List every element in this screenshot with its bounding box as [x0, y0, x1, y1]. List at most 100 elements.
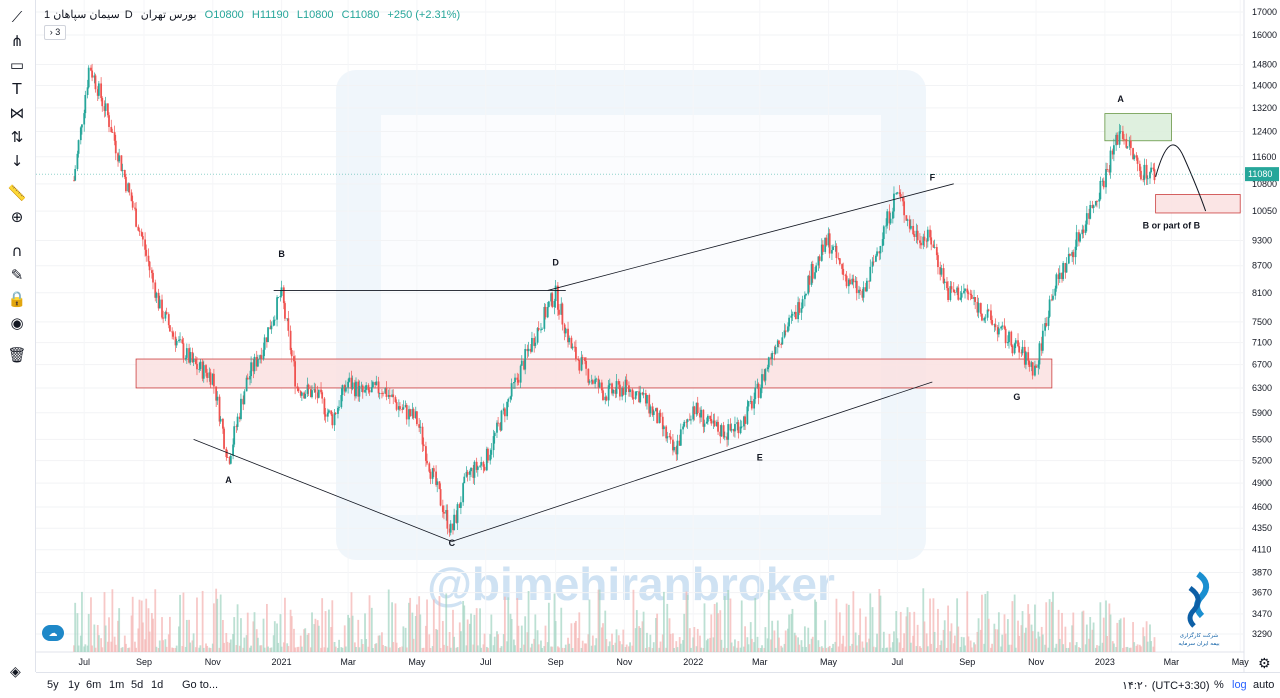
candle-body [828, 233, 831, 254]
candle-body [489, 454, 492, 461]
volume-bar [286, 643, 289, 652]
candle-body [405, 405, 408, 420]
eye-icon[interactable]: ◉ [10, 314, 24, 332]
magnet-icon[interactable]: ∩ [11, 242, 23, 260]
goto-button[interactable]: Go to... [182, 679, 219, 691]
volume-bar [381, 632, 383, 652]
volume-bar [631, 645, 634, 652]
volume-bar [259, 645, 262, 652]
price-chart[interactable]: @bimehiranbroker 17000 16000 14800 14000 1320… [36, 0, 1280, 672]
candle-body [577, 358, 580, 361]
volume-bar [490, 614, 493, 652]
series-toggle-button[interactable]: › 3 [44, 25, 66, 40]
gear-icon[interactable]: ⚙ [1258, 656, 1271, 672]
lock-pencil-icon[interactable]: ✎ [10, 266, 24, 284]
range-6m[interactable]: 6m [86, 679, 102, 691]
candle-body [1048, 299, 1051, 317]
candle-body [1152, 167, 1155, 170]
auto-toggle[interactable]: auto [1253, 679, 1275, 691]
zoom-icon[interactable]: ⊕ [10, 208, 24, 226]
trash-icon[interactable]: 🗑 [7, 346, 27, 364]
arrow-down-icon[interactable]: ↓ [10, 152, 24, 170]
volume-bar [604, 610, 607, 652]
last-price-tag [1245, 167, 1279, 182]
volume-bar [556, 646, 559, 652]
volume-bar [375, 643, 378, 652]
pattern-icon[interactable]: ⋈ [9, 104, 25, 122]
pitchfork-icon[interactable]: ⋔ [10, 32, 24, 50]
volume-bar [757, 647, 760, 652]
volume-bar [763, 647, 766, 652]
candle-body [280, 287, 283, 296]
volume-bar [805, 647, 807, 652]
candle-body [1010, 331, 1013, 346]
range-1m[interactable]: 1m [109, 679, 125, 691]
wave-label: A [225, 475, 232, 485]
candle-body [243, 391, 246, 405]
volume-bar [869, 593, 872, 652]
candle-body [1075, 232, 1078, 247]
candle-body [716, 421, 718, 427]
candle-body [1146, 178, 1149, 180]
trend-line-icon[interactable]: ⟋ [11, 8, 23, 26]
last-price-label: 11080 [1248, 169, 1272, 179]
volume-bar [422, 647, 425, 652]
candle-body [842, 268, 845, 275]
ruler-icon[interactable]: 📏 [7, 184, 27, 202]
volume-bar [739, 647, 742, 652]
forecast-icon[interactable]: ⇅ [10, 128, 24, 146]
rectangle-icon[interactable]: ▭ [9, 56, 25, 74]
candle-body [277, 297, 280, 298]
percent-toggle[interactable]: % [1214, 679, 1224, 691]
candle-body [608, 383, 611, 386]
candle-body [818, 256, 821, 261]
candle-body [140, 231, 143, 237]
cloud-icon[interactable]: ☁ [42, 625, 64, 641]
volume-bar [919, 646, 921, 652]
volume-bar [655, 618, 657, 652]
candle-body [803, 295, 806, 300]
candle-body [581, 357, 584, 358]
candle-body [182, 343, 185, 359]
candle-body [930, 237, 933, 245]
candle-body [891, 211, 894, 219]
text-icon[interactable]: T [12, 80, 22, 98]
symbol-name[interactable]: سیمان سپاهان [53, 9, 120, 21]
candle-body [898, 192, 901, 195]
volume-bar [743, 646, 745, 652]
candle-body [202, 365, 205, 379]
volume-bar [1128, 647, 1131, 652]
volume-bar [1129, 647, 1132, 652]
volume-bar [696, 628, 699, 652]
range-5d[interactable]: 5d [131, 679, 144, 691]
range-5y[interactable]: 5y [47, 679, 59, 691]
candle-body [676, 440, 679, 455]
volume-bar [255, 629, 258, 652]
lock-icon[interactable]: 🔒 [7, 290, 27, 308]
volume-bar [766, 638, 769, 652]
candle-body [519, 365, 522, 383]
volume-bar [216, 598, 219, 652]
log-toggle[interactable]: log [1232, 679, 1247, 691]
candle-body [94, 75, 97, 90]
volume-bar [614, 642, 617, 652]
volume-bar [570, 623, 573, 652]
symbol-interval[interactable]: 1D [44, 9, 133, 21]
candle-body [832, 246, 834, 251]
range-1d[interactable]: 1d [151, 679, 164, 691]
volume-bar [225, 632, 228, 652]
candle-body [1099, 180, 1102, 200]
candle-body [1044, 323, 1046, 331]
candle-body [201, 361, 204, 379]
range-1y[interactable]: 1y [68, 679, 80, 691]
volume-bar [981, 594, 983, 652]
candle-body [1102, 180, 1105, 188]
y-tick-label: 3470 [1252, 609, 1272, 619]
candle-body [367, 385, 370, 391]
y-tick-label: 6700 [1252, 360, 1272, 370]
volume-bar [179, 594, 181, 652]
candle-body [899, 194, 902, 198]
volume-bar [228, 642, 231, 652]
layers-icon[interactable]: ◈ [10, 664, 21, 680]
volume-bar [801, 646, 804, 652]
